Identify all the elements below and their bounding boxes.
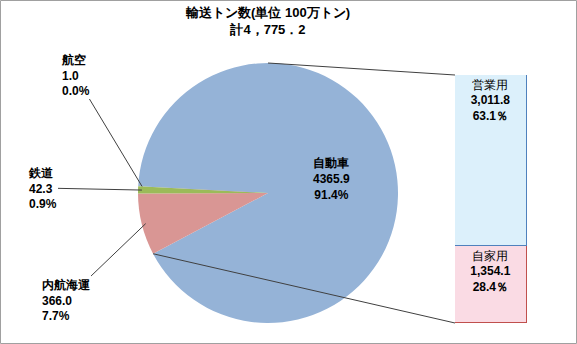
svg-text:輸送トン数(単位 100万トン)計4，775．2: 輸送トン数(単位 100万トン)計4，775．2 xyxy=(185,5,350,37)
svg-text:自家用1,354.128.4％: 自家用1,354.128.4％ xyxy=(470,249,510,294)
svg-text:内航海運366.07.7%: 内航海運366.07.7% xyxy=(42,278,91,323)
svg-text:営業用3,011.863.1％: 営業用3,011.863.1％ xyxy=(471,78,511,123)
svg-text:鉄道42.30.9%: 鉄道42.30.9% xyxy=(28,166,57,211)
svg-text:自動車4365.991.4%: 自動車4365.991.4% xyxy=(313,156,350,201)
svg-text:航空1.00.0%: 航空1.00.0% xyxy=(61,53,90,98)
